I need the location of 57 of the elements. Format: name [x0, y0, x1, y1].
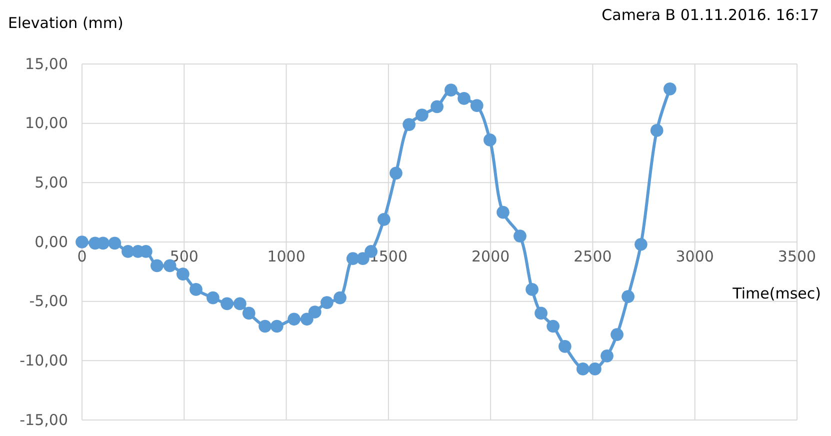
x-tick-label: 3500	[778, 248, 816, 266]
point	[300, 312, 314, 326]
point	[150, 259, 164, 272]
point	[270, 320, 284, 333]
x-tick-label: 3000	[676, 248, 714, 266]
y-tick-label: 15,00	[25, 54, 68, 73]
x-axis-title: Time(msec)	[732, 284, 821, 302]
point	[242, 306, 256, 320]
x-tick-label: 500	[170, 248, 198, 266]
y-tick-label: -5,00	[29, 292, 68, 310]
point	[514, 230, 526, 242]
point	[634, 238, 648, 251]
point	[664, 82, 676, 96]
y-tick-label: 5,00	[34, 173, 68, 192]
point	[600, 350, 614, 362]
point	[484, 134, 496, 146]
point	[534, 306, 548, 320]
x-tick-label: 2500	[574, 248, 612, 266]
point	[458, 92, 470, 105]
y-tick-label: 0,00	[34, 232, 68, 251]
x-tick-label: 2000	[471, 248, 510, 266]
y-tick-label: 10,00	[25, 114, 68, 132]
point	[444, 84, 458, 97]
point	[108, 236, 122, 250]
x-tick-label: 1000	[267, 248, 306, 266]
point	[176, 268, 190, 280]
point	[288, 312, 300, 326]
point	[416, 108, 428, 122]
point	[220, 297, 234, 310]
point	[610, 328, 624, 341]
point	[378, 213, 390, 226]
point	[190, 283, 202, 296]
point	[402, 118, 416, 131]
chart-title: Camera B 01.11.2016. 16:17	[602, 6, 819, 24]
point	[496, 206, 510, 219]
y-tick-label: -10,00	[20, 351, 68, 370]
point	[430, 100, 444, 114]
point	[334, 291, 346, 304]
point	[356, 252, 370, 266]
point	[650, 124, 664, 137]
point	[76, 236, 88, 248]
point	[576, 362, 590, 376]
x-tick-label: 0	[77, 248, 87, 266]
point	[258, 320, 272, 333]
point	[526, 283, 538, 296]
point	[588, 362, 602, 376]
point	[470, 99, 484, 112]
point	[558, 340, 572, 353]
point	[320, 296, 334, 309]
point	[206, 291, 220, 304]
point	[546, 320, 560, 333]
point	[308, 306, 322, 318]
y-axis-title: Elevation (mm)	[8, 14, 124, 32]
point	[390, 166, 402, 180]
y-tick-label: -15,00	[20, 410, 68, 429]
point	[622, 290, 634, 304]
point	[233, 297, 246, 310]
